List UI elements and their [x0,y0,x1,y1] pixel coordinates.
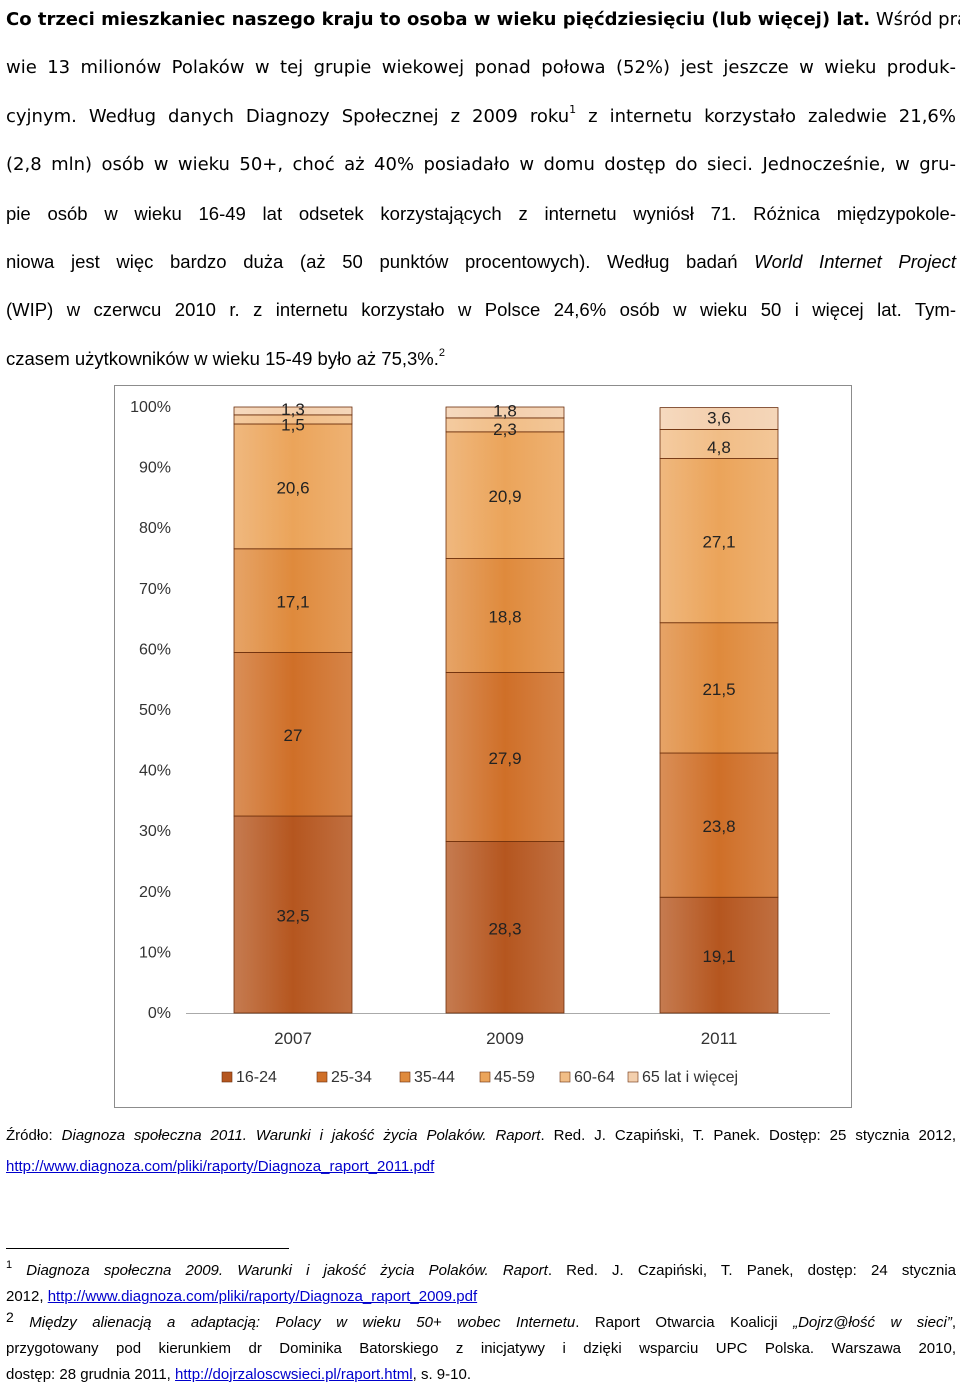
source-title: Diagnoza społeczna 2011. Warunki i jakoś… [61,1127,541,1144]
footnote-2-line-2: przygotowany pod kierunkiem dr Dominika … [6,1340,956,1357]
intro-paragraph: Co trzeci mieszkaniec naszego kraju to o… [6,0,960,387]
data-label: 32,5 [276,907,309,926]
bar-segment [659,458,779,624]
footnote-2-line-3: dostęp: 28 grudnia 2011, http://dojrzalo… [6,1366,471,1383]
footnote-2-line-1: 2 Między alienacją a adaptacją: Polacy w… [6,1309,956,1331]
y-tick-label: 60% [139,641,171,658]
bar-group-2009: 28,3 27,9 18,8 20,9 2,31,8 [445,401,565,1014]
y-tick-label: 10% [139,944,171,961]
bar-group-2007: 32,5 27 17,1 20,6 1,51,3 [233,400,353,1014]
bar-segment [233,548,353,653]
legend-label: 65 lat i więcej [642,1069,738,1086]
source-link[interactable]: http://www.diagnoza.com/pliki/raporty/Di… [6,1158,435,1175]
legend-swatch [479,1071,491,1083]
bar-segment [659,896,779,1014]
legend-swatch [559,1071,571,1083]
footnote-1-number: 1 [6,1259,13,1271]
paragraph-line-4: (2,8 mln) osób w wieku 50+, choć aż 40% … [6,154,956,176]
y-tick-label: 20% [139,884,171,901]
footnote-2-link[interactable]: http://dojrzaloscwsieci.pl/raport.html [175,1366,413,1383]
paragraph-line-8: czasem użytkowników w wieku 15-49 było a… [6,346,446,369]
y-axis: 0% 10% 20% 30% 40% 50% 60% 70% 80% 90% 100% [130,399,171,1022]
y-tick-label: 90% [139,460,171,477]
bar-segment [445,841,565,1014]
y-tick-label: 50% [139,702,171,719]
data-label: 19,1 [702,947,735,966]
data-label: 4,8 [707,438,731,457]
bar-group-2011: 19,1 23,8 21,5 27,1 4,8 3,6 [659,407,779,1014]
paragraph-line-2: wie 13 milionów Polaków w tej grupie wie… [6,57,956,79]
legend-label: 60-64 [574,1069,615,1086]
data-label: 2,3 [493,420,517,439]
source-line-1: Źródło: Diagnoza społeczna 2011. Warunki… [6,1127,957,1144]
footnote-ref-2[interactable]: 2 [438,346,446,359]
data-label: 17,1 [276,593,309,612]
footnote-2-number: 2 [6,1309,14,1325]
data-label: 3,6 [707,409,731,428]
data-label: 1,5 [281,415,305,434]
footnote-ref-1[interactable]: 1 [569,102,577,116]
source-line-2: http://www.diagnoza.com/pliki/raporty/Di… [6,1153,956,1184]
data-label: 1,3 [281,400,305,419]
legend-swatch [627,1071,639,1083]
legend-label: 25-34 [331,1069,372,1086]
footnote-1-link[interactable]: http://www.diagnoza.com/pliki/raporty/Di… [47,1288,478,1305]
data-label: 28,3 [488,919,521,938]
legend-swatch [221,1071,233,1083]
legend-label: 35-44 [414,1069,455,1086]
bar-segment [233,815,353,1014]
bar-segment [659,622,779,754]
bar-segment [659,752,779,898]
data-label: 27,9 [488,749,521,768]
y-tick-label: 100% [130,399,171,416]
paragraph-line-6: niowa jest więc bardzo duża (aż 50 punkt… [6,250,956,272]
bar-segment [233,406,353,416]
wip-title: World Internet Project [754,250,956,272]
footnote-separator [6,1248,289,1249]
footnote-1-line-2: 2012, http://www.diagnoza.com/pliki/rapo… [6,1288,478,1305]
y-tick-label: 40% [139,763,171,780]
data-label: 18,8 [488,607,521,626]
y-tick-label: 0% [148,1005,171,1022]
legend: 16-24 25-34 35-44 45-59 60-64 65 lat i więcej [221,1069,738,1086]
y-tick-label: 30% [139,823,171,840]
stacked-bar-chart: 0% 10% 20% 30% 40% 50% 60% 70% 80% 90% 100% 32,5 27 1… [130,399,830,1086]
bar-segment [659,407,779,430]
data-label: 27,1 [702,533,735,552]
footnotes: 1 Diagnoza społeczna 2009. Warunki i jak… [6,1258,956,1388]
paragraph-line-1: Co trzeci mieszkaniec naszego kraju to o… [6,9,960,30]
legend-swatch [316,1071,328,1083]
data-label: 20,6 [276,478,309,497]
bar-segment [445,672,565,842]
bar-segment [445,558,565,673]
lead-sentence: Co trzeci mieszkaniec naszego kraju to o… [6,9,871,30]
y-tick-label: 70% [139,581,171,598]
data-label: 20,9 [488,487,521,506]
paragraph-line-3: cyjnym. Według danych Diagnozy Społeczne… [6,102,956,127]
footnote-1-line-1: 1 Diagnoza społeczna 2009. Warunki i jak… [6,1259,957,1280]
legend-label: 45-59 [494,1069,535,1086]
paragraph-line-7: (WIP) w czerwcu 2010 r. z internetu korz… [6,299,956,321]
x-tick-label: 2011 [701,1029,738,1048]
bar-segment [445,406,565,419]
chart-source: Źródło: Diagnoza społeczna 2011. Warunki… [6,1122,956,1184]
data-label: 23,8 [702,817,735,836]
legend-label: 16-24 [236,1069,277,1086]
x-tick-label: 2007 [274,1029,312,1048]
bar-segment [233,423,353,550]
y-tick-label: 80% [139,520,171,537]
paragraph-line-5: pie osób w wieku 16-49 lat odsetek korzy… [6,202,956,224]
data-label: 21,5 [702,680,735,699]
data-label: 1,8 [493,401,517,420]
data-label: 27 [284,726,303,745]
x-tick-label: 2009 [486,1029,524,1048]
legend-swatch [399,1071,411,1083]
